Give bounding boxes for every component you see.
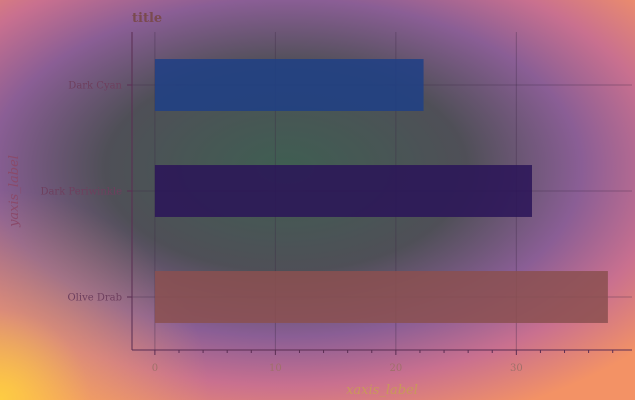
x-tick-label: 0 <box>152 363 158 374</box>
bar-dark-cyan <box>154 59 424 111</box>
chart-title: title <box>132 11 162 26</box>
bar-dark-periwinkle <box>154 165 532 217</box>
y-axis-label: yaxis_label <box>7 155 22 228</box>
x-tick-label: 30 <box>510 363 523 374</box>
bar-olive-drab <box>154 271 608 323</box>
x-tick-label: 10 <box>269 363 282 374</box>
x-axis-label: xaxis_label <box>346 383 418 398</box>
ticks: 0 10 20 30 Dark Cyan Dark Periwinkle Olive Dra… <box>40 81 614 374</box>
x-tick-label: 20 <box>389 363 402 374</box>
y-tick-label: Dark Periwinkle <box>40 187 122 198</box>
bars <box>154 59 608 323</box>
y-tick-label: Dark Cyan <box>68 81 122 92</box>
y-tick-label: Olive Drab <box>67 293 122 304</box>
